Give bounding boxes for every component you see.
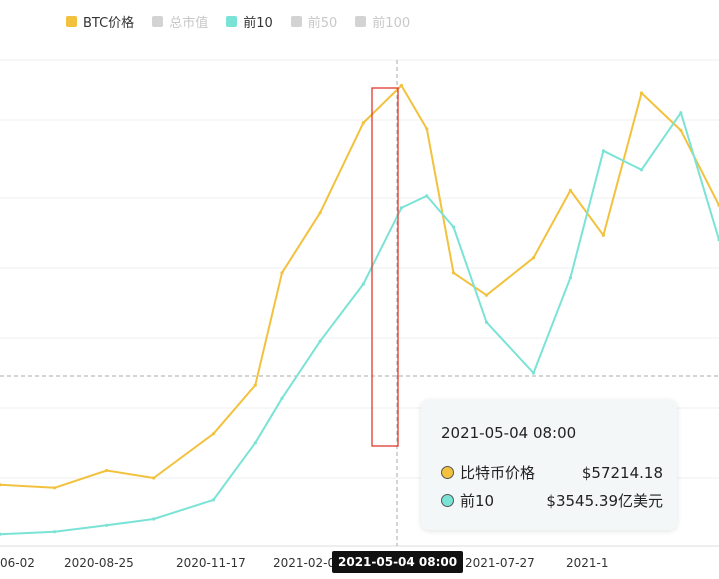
legend-item-top10[interactable]: 前10 <box>226 12 273 31</box>
data-point-top10 <box>53 530 57 534</box>
tooltip-value-btc: $57214.18 <box>581 463 663 482</box>
tooltip-value-top10: $3545.39亿美元 <box>546 492 663 510</box>
watermark: @飞鼠笔记 <box>643 557 713 573</box>
data-point-btc <box>361 121 365 125</box>
legend-label-total-cap: 总市值 <box>169 16 209 31</box>
data-point-btc <box>211 432 215 436</box>
data-point-btc <box>531 256 536 260</box>
data-point-btc <box>253 383 257 387</box>
tooltip: 2021-05-04 08:00 比特币价格 $57214.18 前10 $35… <box>421 400 677 530</box>
tooltip-row-btc: 比特币价格 $57214.18 <box>441 462 663 483</box>
legend-item-btc[interactable]: BTC价格 <box>66 12 134 31</box>
tooltip-label-top10: 前10 <box>460 492 495 510</box>
data-point-btc <box>601 233 606 237</box>
data-point-btc <box>318 211 322 215</box>
data-point-btc <box>53 486 57 490</box>
data-point-top10 <box>679 111 683 115</box>
data-point-top10 <box>211 498 215 502</box>
x-tick-label: 2020-08-25 <box>64 556 134 570</box>
series-layer <box>0 83 719 536</box>
x-tick-label: 2021-02-09 <box>273 556 343 570</box>
legend-item-top100[interactable]: 前100 <box>355 12 410 31</box>
legend-label-top10: 前10 <box>243 16 273 31</box>
cursor-time-label: 2021-05-04 08:00 <box>332 551 464 573</box>
highlight-box <box>371 87 399 447</box>
legend-label-top100: 前100 <box>372 16 411 31</box>
tooltip-time: 2021-05-04 08:00 <box>441 424 577 442</box>
tooltip-label-btc: 比特币价格 <box>460 464 536 482</box>
data-point-top10 <box>451 225 456 229</box>
data-point-btc <box>568 188 573 192</box>
data-point-btc <box>484 293 489 297</box>
data-point-btc <box>280 271 284 275</box>
tooltip-dot-btc <box>441 466 454 479</box>
data-point-btc <box>679 128 683 132</box>
data-point-btc <box>152 476 156 480</box>
data-point-top10 <box>152 517 156 521</box>
legend-swatch-top10 <box>226 16 238 27</box>
data-point-top10 <box>484 320 489 324</box>
data-point-top10 <box>639 168 644 172</box>
x-tick-label: 2021-07-27 <box>465 556 535 570</box>
data-point-top10 <box>0 532 2 536</box>
x-tick-label: 2021-1 <box>566 556 609 570</box>
legend: BTC价格 总市值 前10 前50 前100 <box>66 12 410 31</box>
data-point-top10 <box>399 206 403 210</box>
legend-item-total-cap[interactable]: 总市值 <box>152 12 208 31</box>
legend-item-top50[interactable]: 前50 <box>290 12 338 31</box>
data-point-top10 <box>568 276 573 280</box>
legend-label-btc: BTC价格 <box>83 16 135 31</box>
data-point-top10 <box>601 149 606 153</box>
data-point-top10 <box>105 523 109 527</box>
tooltip-row-top10: 前10 $3545.39亿美元 <box>441 490 663 511</box>
data-point-btc <box>0 483 2 487</box>
legend-label-top50: 前50 <box>307 16 338 31</box>
data-point-top10 <box>280 396 284 400</box>
data-point-top10 <box>253 441 257 445</box>
data-point-top10 <box>425 194 429 198</box>
data-point-btc <box>105 468 109 473</box>
gridlines <box>0 59 719 547</box>
data-point-btc <box>639 91 644 95</box>
tooltip-dot-top10 <box>441 494 454 507</box>
data-point-top10 <box>318 339 322 343</box>
legend-swatch-btc <box>66 16 77 27</box>
data-point-btc <box>425 127 429 131</box>
legend-swatch-top50 <box>290 16 302 27</box>
data-point-top10 <box>531 371 536 375</box>
data-point-btc <box>399 83 403 88</box>
legend-swatch-total-cap <box>152 16 164 27</box>
x-tick-label: 2020-11-17 <box>176 556 246 570</box>
data-point-top10 <box>361 282 365 286</box>
data-point-btc <box>451 271 456 275</box>
legend-swatch-top100 <box>355 16 367 27</box>
x-tick-label: 06-02 <box>0 556 35 570</box>
